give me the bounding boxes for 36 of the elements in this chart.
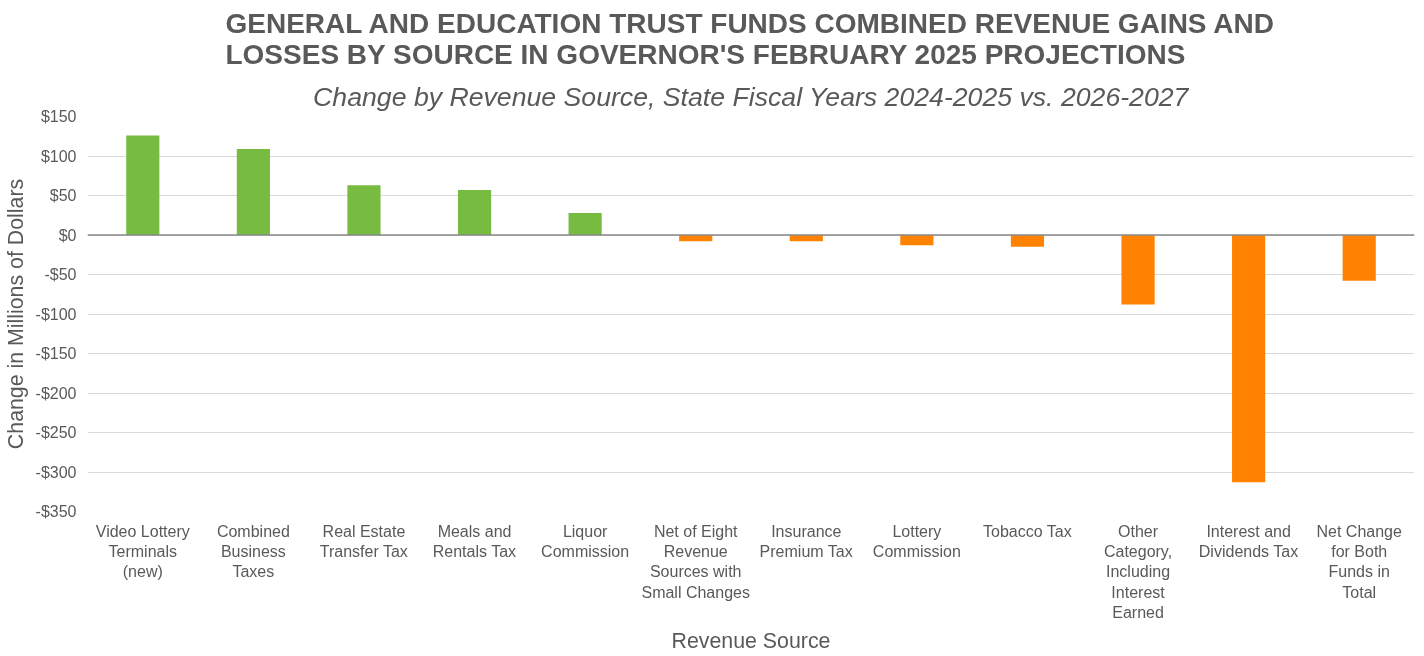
bar bbox=[457, 189, 492, 235]
y-tick-label: $150 bbox=[40, 108, 77, 125]
x-tick-label: Net of Eight Revenue Sources with Small Changes bbox=[641, 522, 750, 601]
y-tick-label: -$350 bbox=[35, 503, 77, 520]
x-tick-label: Tobacco Tax bbox=[982, 522, 1072, 540]
x-tick-label: Interest and Dividends Tax bbox=[1198, 522, 1299, 560]
x-tick-label: Liquor Commission bbox=[541, 522, 630, 560]
x-tick-label: Lottery Commission bbox=[872, 522, 961, 560]
y-tick-label: -$150 bbox=[35, 345, 77, 362]
bar bbox=[1010, 235, 1045, 247]
y-tick-label: -$200 bbox=[35, 384, 77, 402]
bar bbox=[347, 185, 381, 235]
y-tick-label: -$250 bbox=[35, 424, 77, 441]
bar bbox=[1121, 235, 1155, 305]
x-tick-label: Net Change for Both Funds in Total bbox=[1316, 522, 1403, 601]
y-tick-label: -$100 bbox=[35, 305, 77, 323]
x-tick-label: Other Category, Including Interest Earned bbox=[1103, 522, 1173, 622]
x-axis-title: Revenue Source bbox=[671, 629, 831, 654]
x-tick-label: Insurance Premium Tax bbox=[759, 522, 853, 560]
x-tick-label: Meals and Rentals Tax bbox=[432, 522, 517, 560]
bar bbox=[126, 135, 160, 235]
bar bbox=[1342, 235, 1376, 281]
x-tick-label: Real Estate Transfer Tax bbox=[319, 522, 408, 560]
chart-subtitle: Change by Revenue Source, State Fiscal Years 2024-2025 vs. 2026-2027 bbox=[313, 81, 1190, 112]
y-tick-label: $50 bbox=[49, 187, 77, 204]
bar bbox=[1232, 235, 1266, 483]
chart-title: GENERAL AND EDUCATION TRUST FUNDS COMBINED REVENUE GAINS AND LOSSES BY SOURCE IN GOVERNOR'S FEBRUARY 2025 PROJECTIONS bbox=[225, 7, 1274, 70]
y-tick-label: $0 bbox=[58, 226, 77, 244]
bar bbox=[568, 212, 602, 235]
x-tick-label: Combined Business Taxes bbox=[216, 522, 290, 581]
bar bbox=[236, 148, 270, 235]
y-axis-title: Change in Millions of Dollars bbox=[3, 178, 28, 450]
y-tick-label: -$300 bbox=[35, 463, 77, 481]
y-tick-label: $100 bbox=[40, 147, 77, 165]
y-tick-label: -$50 bbox=[44, 266, 77, 283]
x-tick-label: Video Lottery Terminals (new) bbox=[95, 522, 190, 581]
